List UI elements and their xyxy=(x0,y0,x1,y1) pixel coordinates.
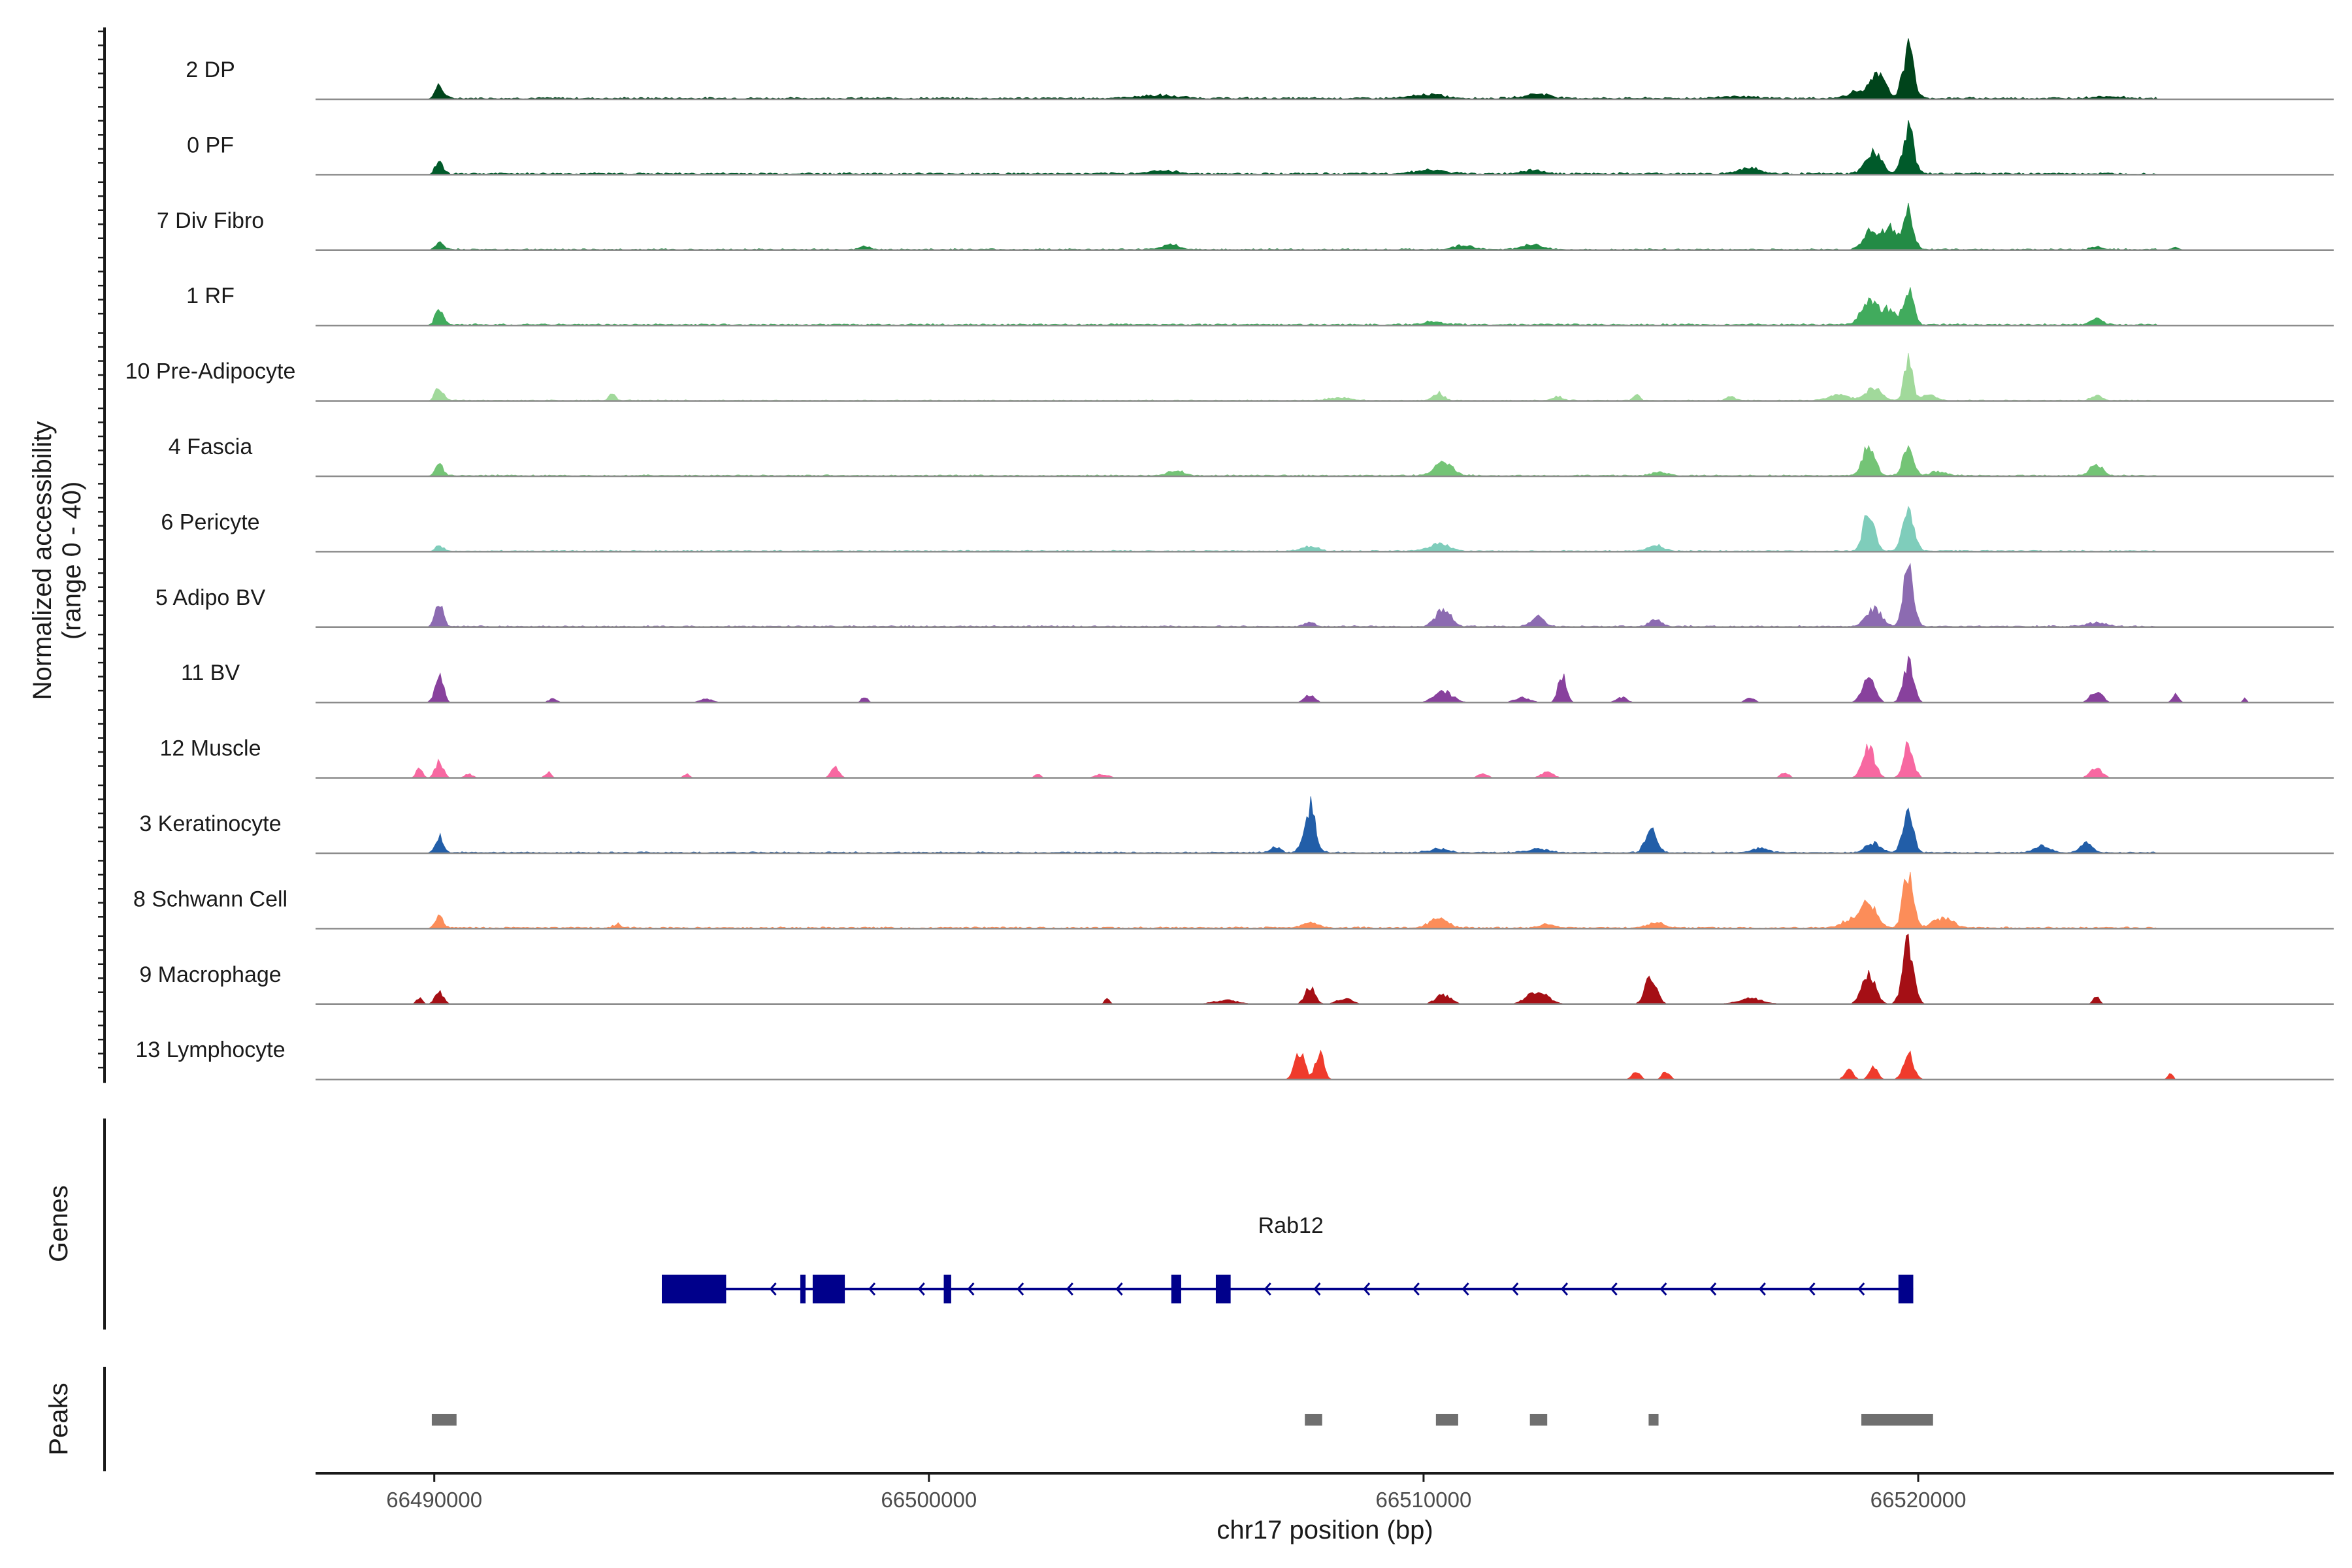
track-label: 6 Pericyte xyxy=(161,510,259,534)
track-label: 4 Fascia xyxy=(169,434,253,459)
track-2-dp: 2 DP xyxy=(186,38,2334,101)
peak-region xyxy=(431,1414,457,1426)
gene-exon xyxy=(1171,1275,1181,1303)
strand-arrow xyxy=(1758,1282,1766,1296)
coverage-ylabel-line2: (range 0 - 40) xyxy=(57,482,86,640)
coverage-area xyxy=(316,796,2334,854)
x-tick-label: 66520000 xyxy=(1870,1488,1967,1512)
strand-arrow xyxy=(1659,1282,1667,1296)
track-5-adipo-bv: 5 Adipo BV xyxy=(155,563,2334,629)
strand-arrow xyxy=(1511,1282,1519,1296)
strand-arrow xyxy=(1264,1282,1271,1296)
peak-region xyxy=(1305,1414,1322,1426)
strand-arrow xyxy=(917,1282,925,1296)
strand-arrow xyxy=(1017,1282,1024,1296)
peaks-ylabel: Peaks xyxy=(44,1382,73,1455)
coverage-area xyxy=(316,1049,2334,1080)
gene-track: Rab12 xyxy=(661,1213,1914,1303)
coverage-area xyxy=(316,563,2334,628)
strand-arrow xyxy=(1363,1282,1371,1296)
strand-arrow xyxy=(1462,1282,1469,1296)
coverage-area xyxy=(316,203,2334,251)
strand-arrow xyxy=(1412,1282,1420,1296)
x-tick-label: 66510000 xyxy=(1376,1488,1472,1512)
coverage-area xyxy=(316,506,2334,552)
gene-exon xyxy=(943,1275,951,1303)
gene-exon xyxy=(800,1275,806,1303)
coverage-area xyxy=(316,287,2334,326)
track-label: 1 RF xyxy=(186,284,235,308)
track-7-div-fibro: 7 Div Fibro xyxy=(157,203,2334,252)
coverage-area xyxy=(316,934,2334,1005)
track-label: 8 Schwann Cell xyxy=(133,887,287,911)
x-axis: 66490000 66500000 66510000 66520000 xyxy=(316,1472,2334,1512)
gene-exon xyxy=(812,1275,845,1303)
strand-arrow xyxy=(1115,1282,1123,1296)
track-1-rf: 1 RF xyxy=(186,284,2334,327)
strand-arrow xyxy=(868,1282,876,1296)
peak-region xyxy=(1435,1414,1458,1426)
track-label: 12 Muscle xyxy=(160,736,261,761)
track-6-pericyte: 6 Pericyte xyxy=(161,506,2334,553)
genes-ylabel: Genes xyxy=(44,1185,73,1262)
strand-arrow xyxy=(1313,1282,1321,1296)
coverage-area xyxy=(316,444,2334,477)
coverage-tracks: 2 DP 0 PF 7 Div Fibro 1 RF 10 Pre-Adipocyte 4… xyxy=(125,38,2334,1081)
track-label: 9 Macrophage xyxy=(139,962,281,987)
x-tick-label: 66490000 xyxy=(386,1488,482,1512)
strand-arrow xyxy=(1857,1282,1865,1296)
gene-exon xyxy=(1898,1275,1914,1303)
track-0-pf: 0 PF xyxy=(187,120,2334,176)
gene-exon xyxy=(661,1275,727,1303)
track-label: 0 PF xyxy=(187,133,234,157)
coverage-ylabel-line1: Normalized accessibility xyxy=(28,421,57,700)
coverage-area xyxy=(316,38,2334,100)
track-8-schwann-cell: 8 Schwann Cell xyxy=(133,872,2334,930)
coverage-area xyxy=(316,741,2334,779)
coverage-y-axis xyxy=(98,27,106,1083)
track-label: 11 BV xyxy=(181,661,240,685)
peak-region xyxy=(1529,1414,1548,1426)
track-13-lymphocyte: 13 Lymphocyte xyxy=(135,1037,2334,1081)
peak-track xyxy=(431,1414,1933,1426)
track-4-fascia: 4 Fascia xyxy=(169,434,2334,478)
track-label: 7 Div Fibro xyxy=(157,208,264,233)
peak-region xyxy=(1861,1414,1933,1426)
track-3-keratinocyte: 3 Keratinocyte xyxy=(139,796,2334,855)
strand-arrow xyxy=(769,1282,777,1296)
track-label: 13 Lymphocyte xyxy=(135,1037,285,1062)
track-9-macrophage: 9 Macrophage xyxy=(139,934,2334,1005)
track-label: 2 DP xyxy=(186,57,235,82)
gene-name-label: Rab12 xyxy=(1258,1213,1324,1238)
gene-exon xyxy=(1215,1275,1231,1303)
track-12-muscle: 12 Muscle xyxy=(160,736,2334,779)
strand-arrow xyxy=(1709,1282,1717,1296)
track-11-bv: 11 BV xyxy=(181,655,2334,704)
coverage-area xyxy=(316,655,2334,703)
strand-arrow xyxy=(1560,1282,1569,1296)
track-label: 10 Pre-Adipocyte xyxy=(125,359,296,384)
x-tick-label: 66500000 xyxy=(881,1488,977,1512)
track-label: 5 Adipo BV xyxy=(155,585,266,610)
coverage-area xyxy=(316,872,2334,929)
coverage-area xyxy=(316,353,2334,402)
strand-arrow xyxy=(1066,1282,1073,1296)
track-10-pre-adipocyte: 10 Pre-Adipocyte xyxy=(125,353,2334,402)
x-axis-title: chr17 position (bp) xyxy=(1217,1516,1433,1544)
strand-arrow xyxy=(1610,1282,1618,1296)
track-label: 3 Keratinocyte xyxy=(139,811,281,836)
strand-arrow xyxy=(1808,1282,1816,1296)
peak-region xyxy=(1648,1414,1659,1426)
coverage-area xyxy=(316,120,2334,175)
strand-arrow xyxy=(967,1282,975,1296)
